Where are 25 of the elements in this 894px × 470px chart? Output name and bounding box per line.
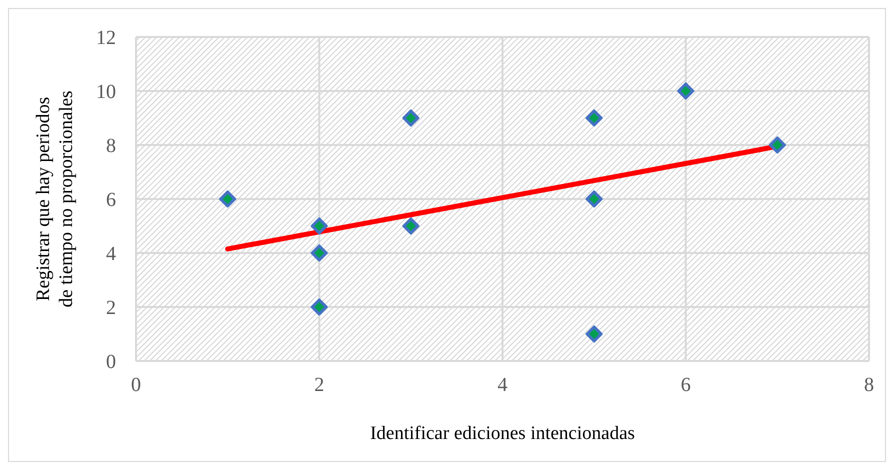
point — [402, 218, 420, 234]
point — [310, 218, 328, 234]
point — [402, 110, 420, 126]
y-tick-label: 4 — [106, 243, 116, 266]
x-axis-title: Identificar ediciones intencionadas — [370, 423, 635, 444]
y-tick-label: 10 — [96, 81, 116, 104]
y-axis-title: Registrar que hay periodos de tiempo no proporcionales — [33, 90, 77, 308]
point — [677, 82, 694, 100]
x-tick-label: 0 — [131, 374, 141, 396]
x-tick-label: 4 — [498, 374, 508, 396]
x-tick-label: 2 — [314, 374, 324, 396]
point — [310, 244, 328, 262]
x-tick-label: 6 — [680, 374, 691, 396]
point — [586, 190, 603, 208]
y-tick-label: 6 — [106, 189, 116, 212]
y-tick-label: 2 — [106, 297, 116, 320]
point — [768, 136, 786, 154]
point — [586, 110, 603, 126]
point — [310, 298, 328, 316]
x-tick-label: 8 — [864, 374, 874, 396]
point — [219, 190, 236, 208]
y-tick-label: 12 — [96, 27, 116, 50]
y-tick-label: 8 — [106, 135, 116, 158]
point — [586, 326, 603, 342]
y-tick-label: 0 — [106, 351, 116, 374]
